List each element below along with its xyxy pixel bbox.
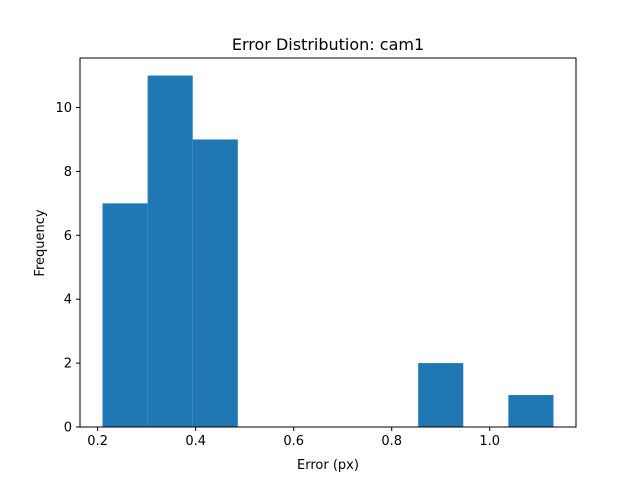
histogram-bar [147,75,193,428]
histogram-bar [508,395,554,427]
y-tick-label: 10 [55,101,72,116]
x-tick-label: 0.4 [185,434,206,449]
x-tick-label: 1.0 [479,434,500,449]
bars-group [102,75,554,428]
x-tick-label: 0.8 [381,434,402,449]
y-axis-label: Frequency [33,209,48,276]
x-tick-label: 0.6 [283,434,304,449]
x-axis-ticks: 0.2 0.4 0.6 0.8 1.0 [87,427,500,449]
histogram-bar [418,363,464,427]
y-tick-label: 2 [64,357,72,372]
y-axis-ticks: 0 2 4 6 8 10 [55,101,80,436]
x-axis-label: Error (px) [297,458,359,473]
x-tick-label: 0.2 [87,434,108,449]
y-tick-label: 8 [64,165,72,180]
plot-area-frame [79,57,577,428]
histogram-bar [102,203,148,427]
chart-title: Error Distribution: cam1 [232,35,424,54]
y-tick-label: 4 [64,293,72,308]
histogram-bar [192,139,238,427]
y-tick-label: 0 [64,421,72,436]
y-tick-label: 6 [64,229,72,244]
